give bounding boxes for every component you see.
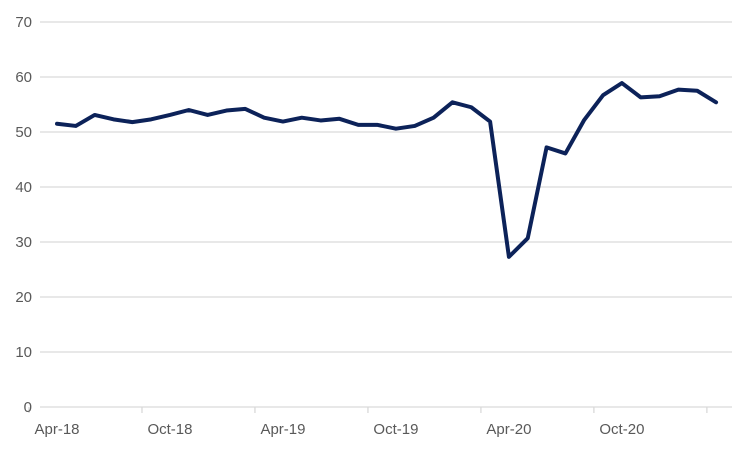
y-tick-label: 10 — [15, 344, 32, 361]
y-tick-label: 0 — [24, 399, 32, 416]
y-tick-label: 30 — [15, 234, 32, 251]
y-tick-label: 70 — [15, 14, 32, 31]
x-tick-label: Apr-20 — [486, 421, 531, 438]
y-tick-label: 50 — [15, 124, 32, 141]
x-tick-label: Oct-20 — [599, 421, 644, 438]
x-tick-label: Apr-19 — [260, 421, 305, 438]
y-tick-label: 60 — [15, 69, 32, 86]
x-tick-label: Oct-19 — [373, 421, 418, 438]
y-tick-label: 20 — [15, 289, 32, 306]
y-tick-label: 40 — [15, 179, 32, 196]
x-tick-label: Apr-18 — [34, 421, 79, 438]
series-line — [55, 81, 719, 259]
x-tick-label: Oct-18 — [147, 421, 192, 438]
